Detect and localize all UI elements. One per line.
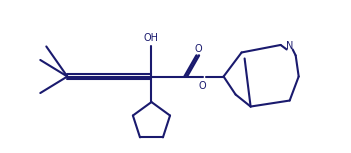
Text: N: N [286,41,293,51]
Text: O: O [199,81,206,91]
Text: O: O [194,44,202,54]
Text: OH: OH [144,34,159,43]
